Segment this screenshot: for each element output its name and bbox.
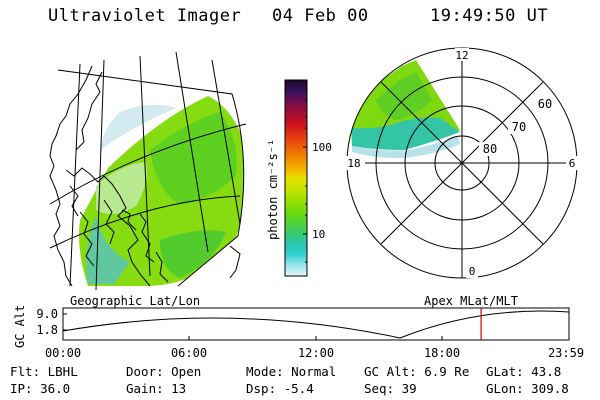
altitude-curve [62,310,570,339]
ip-readout: IP: 36.0 [10,381,71,396]
dsp-readout: Dsp: -5.4 [246,381,314,396]
gain-readout: Gain: 13 [126,381,187,396]
orbit-axis-label: GC Alt [13,305,27,348]
geo-projection-label: Geographic Lat/Lon [70,294,201,308]
globe-limb [57,69,245,287]
time-tick-2359: 23:59 [548,346,584,360]
time-tick-1800: 18:00 [424,346,460,360]
date-label: 04 Feb 00 [272,6,369,26]
filter-readout: Flt: LBHL [10,364,78,379]
door-readout: Door: Open [126,364,202,379]
time-tick-1200: 12:00 [298,346,334,360]
mlt-diagonal-b [380,81,544,245]
colorbar-tick-10: 10 [312,228,325,241]
glon-readout: GLon: 309.8 [486,381,569,396]
mlt-label-18: 18 [347,157,360,170]
mode-readout: Mode: Normal [246,364,337,379]
orbit-ytick-high: 9.0 [36,307,58,321]
mlt-label-12: 12 [455,49,468,62]
lat-label-70: 70 [512,120,526,134]
gc-alt-readout: GC Alt: 6.9 Re [364,364,470,379]
seq-readout: Seq: 39 [364,381,417,396]
lat-label-80: 80 [483,142,497,156]
coastlines [49,65,241,287]
glat-readout: GLat: 43.8 [486,364,562,379]
mlt-label-0: 0 [469,265,476,278]
time-label: 19:49:50 UT [430,6,549,26]
time-tick-0000: 00:00 [45,346,81,360]
time-tick-0600: 06:00 [171,346,207,360]
colorbar-unit-label: photon cm⁻²s⁻¹ [266,139,280,240]
mlt-label-6: 6 [569,157,576,170]
instrument-title: Ultraviolet Imager [48,6,242,26]
lat-label-60: 60 [538,97,552,111]
orbit-ytick-low: 1.8 [36,323,58,337]
apex-projection-label: Apex MLat/MLT [424,294,518,308]
colorbar-tick-100: 100 [312,141,332,154]
